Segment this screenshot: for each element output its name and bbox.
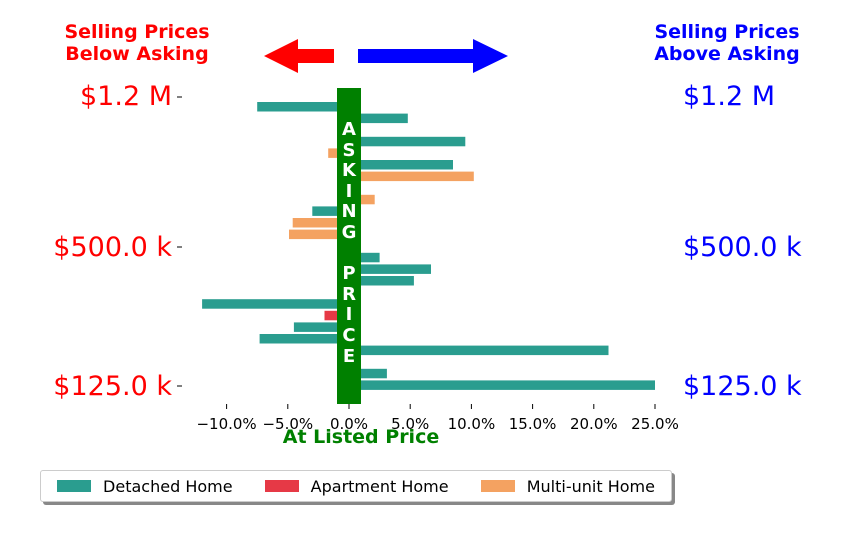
legend: Detached Home Apartment Home Multi-unit … <box>40 470 672 502</box>
y-label-left-top: $1.2 M <box>80 81 172 112</box>
bar-apartment-18 <box>324 310 349 321</box>
bars-group <box>202 102 655 390</box>
y-label-right-bottom: $125.0 k <box>683 371 802 402</box>
bar-detached-14 <box>349 264 431 274</box>
bar-multi-6 <box>349 171 474 182</box>
x-tick-label: 25.0% <box>631 415 679 433</box>
x-tick-label: 20.0% <box>570 415 618 433</box>
left-arrow-icon <box>264 39 334 73</box>
legend-swatch-multi <box>480 480 515 492</box>
legend-swatch-detached <box>57 480 92 492</box>
header-below-line1: Selling Prices <box>64 21 210 43</box>
legend-item-apartment: Apartment Home <box>264 476 449 496</box>
bar-multi-10 <box>292 218 349 228</box>
bar-detached-20 <box>259 334 349 344</box>
bar-detached-0 <box>257 102 349 112</box>
header-above-line2: Above Asking <box>654 43 800 65</box>
asking-price-band: A S K I N G P R I C E <box>337 88 361 404</box>
y-label-right-mid: $500.0 k <box>683 232 802 263</box>
y-ticks <box>177 96 182 387</box>
x-axis-label: At Listed Price <box>282 426 440 448</box>
legend-swatch-apartment <box>264 480 299 492</box>
x-axis: −10.0% −5.0% 0.0% 5.0% 10.0% 15.0% 20.0% 25.0% <box>196 404 679 433</box>
x-tick-label: 10.0% <box>448 415 496 433</box>
y-label-right-top: $1.2 M <box>683 81 775 112</box>
bar-detached-13 <box>349 252 380 263</box>
x-tick-label: 5.0% <box>391 415 429 433</box>
legend-item-detached: Detached Home <box>57 477 233 496</box>
bar-detached-19 <box>293 322 349 332</box>
header-above-line1: Selling Prices <box>654 21 800 43</box>
header-below-asking: Selling Prices Below Asking <box>27 21 247 65</box>
right-arrow-icon <box>358 39 508 73</box>
x-tick-label: 0.0% <box>330 415 368 433</box>
legend-label-detached: Detached Home <box>103 476 233 496</box>
bar-detached-5 <box>349 160 453 170</box>
legend-item-multi: Multi-unit Home <box>480 476 655 496</box>
bar-detached-9 <box>312 206 349 216</box>
bar-detached-15 <box>349 276 414 286</box>
bar-detached-21 <box>349 345 609 356</box>
asking-price-label: A S K I N G P R I C E <box>341 119 357 367</box>
x-tick-label: 15.0% <box>509 415 557 433</box>
header-above-asking: Selling Prices Above Asking <box>617 21 837 65</box>
legend-label-multi: Multi-unit Home <box>526 476 655 496</box>
bar-detached-1 <box>349 113 408 124</box>
y-label-left-bottom: $125.0 k <box>53 371 172 402</box>
bar-multi-11 <box>289 229 349 240</box>
header-below-line2: Below Asking <box>65 43 209 65</box>
bar-detached-3 <box>349 136 466 147</box>
bar-detached-24 <box>349 380 655 390</box>
bar-detached-17 <box>202 299 349 309</box>
bar-multi-8 <box>349 194 375 205</box>
bar-detached-23 <box>349 368 387 379</box>
x-tick-label: −10.0% <box>196 415 256 433</box>
x-tick-label: −5.0% <box>262 415 313 433</box>
legend-label-apartment: Apartment Home <box>310 476 449 496</box>
y-label-left-mid: $500.0 k <box>53 232 172 263</box>
